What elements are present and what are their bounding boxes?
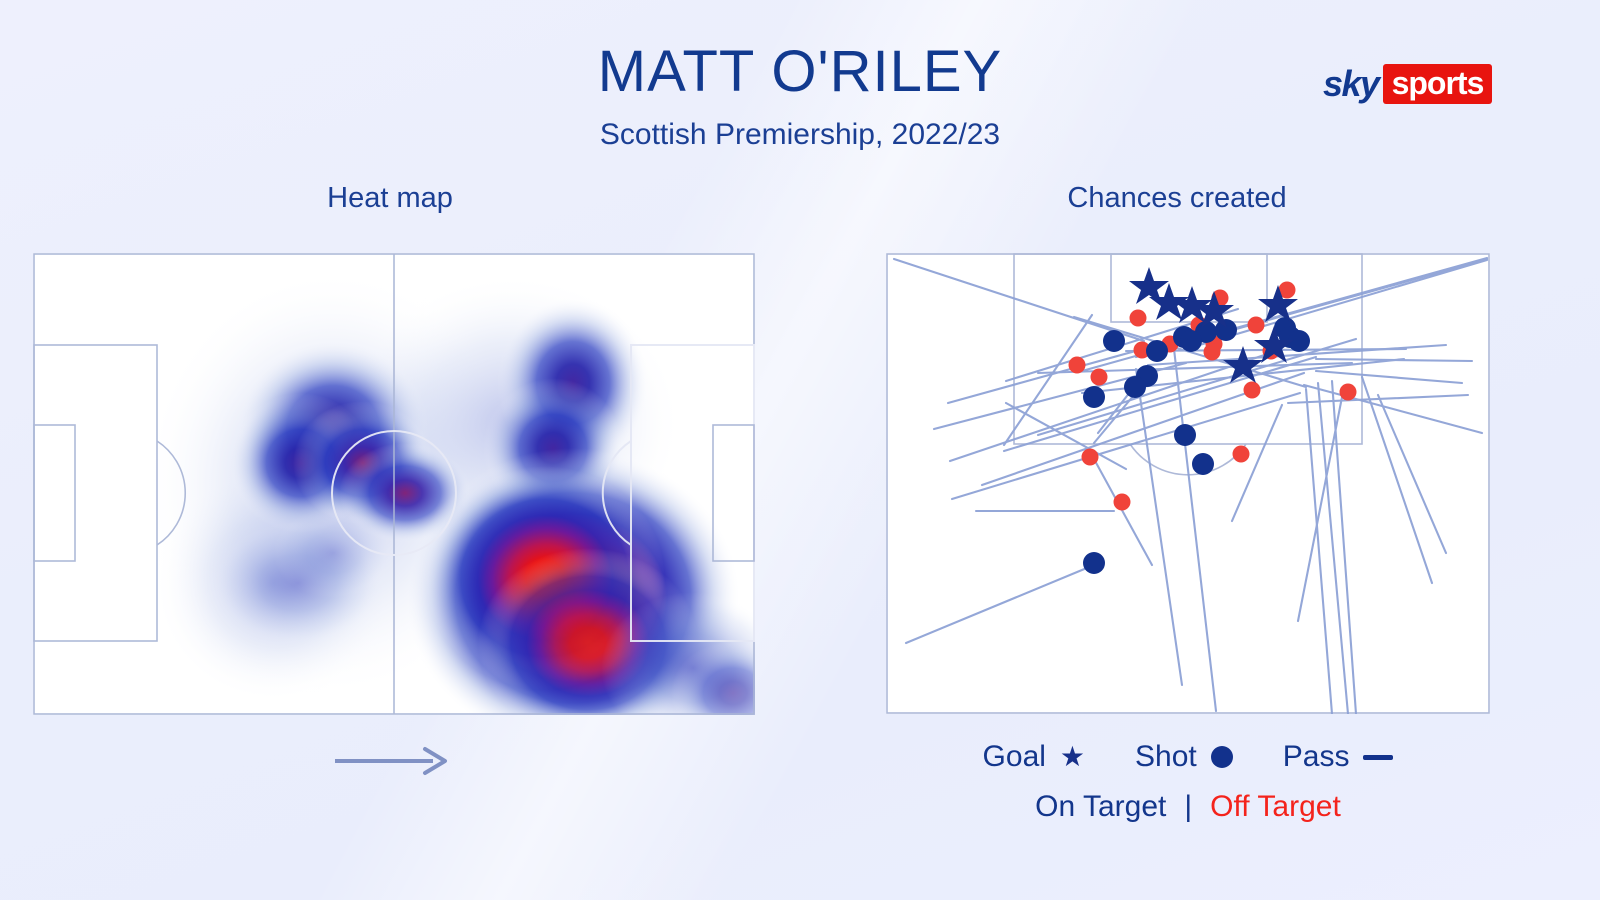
pass-lines <box>892 256 1489 714</box>
page-subtitle: Scottish Premiership, 2022/23 <box>599 118 1001 151</box>
legend-pass-label: Pass <box>1282 740 1350 773</box>
heatmap-surface <box>33 253 755 715</box>
horizontal-line-icon <box>1363 754 1394 760</box>
logo-sky-text: sky <box>1323 63 1380 104</box>
legend-row-targets: On Target | Off Target <box>886 790 1490 824</box>
legend-off-target-label: Off Target <box>1210 790 1341 823</box>
legend-on-target-label: On Target <box>1035 790 1167 823</box>
pitch-markings-heatmap <box>33 253 755 715</box>
chances-panel-title: Chances created <box>1067 182 1287 214</box>
star-icon: ★ <box>1059 741 1086 772</box>
chances-created-chart <box>886 253 1490 714</box>
heatmap-panel-title: Heat map <box>327 182 453 214</box>
chances-surface <box>886 253 1490 714</box>
goal-markers <box>1129 267 1298 383</box>
legend-goal-label: Goal <box>982 740 1046 773</box>
page-title: MATT O'RILEY <box>597 39 1003 104</box>
chances-legend: Goal ★ Shot Pass On Target | Off Target <box>886 740 1490 824</box>
logo-sports-box: sports <box>1382 64 1493 104</box>
legend-shot-label: Shot <box>1135 740 1197 773</box>
logo-sports-text: sports <box>1391 65 1485 101</box>
arrow-right-icon <box>335 747 447 775</box>
legend-row-symbols: Goal ★ Shot Pass <box>886 740 1490 774</box>
chances-plot <box>886 253 1490 714</box>
heatmap-chart <box>33 253 755 715</box>
sky-sports-logo: sky sports <box>1323 63 1493 105</box>
legend-separator: | <box>1184 790 1193 823</box>
filled-circle-icon <box>1210 746 1233 768</box>
